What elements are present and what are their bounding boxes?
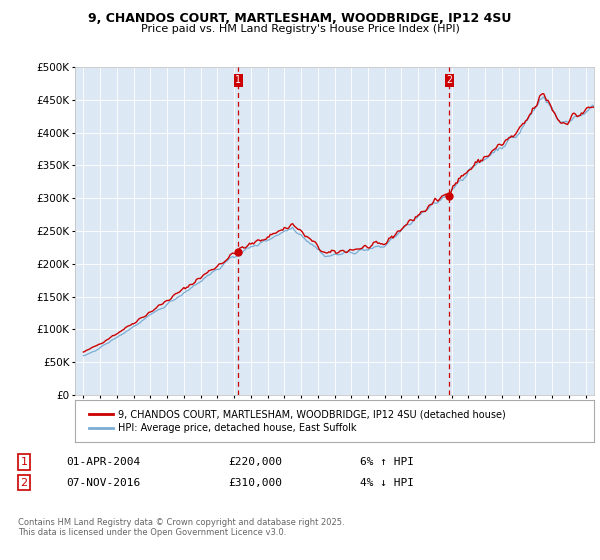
Text: 6% ↑ HPI: 6% ↑ HPI <box>360 457 414 467</box>
Text: 4% ↓ HPI: 4% ↓ HPI <box>360 478 414 488</box>
Text: 2: 2 <box>20 478 28 488</box>
Text: 07-NOV-2016: 07-NOV-2016 <box>66 478 140 488</box>
Text: 9, CHANDOS COURT, MARTLESHAM, WOODBRIDGE, IP12 4SU: 9, CHANDOS COURT, MARTLESHAM, WOODBRIDGE… <box>88 12 512 25</box>
Text: 1: 1 <box>20 457 28 467</box>
Text: £220,000: £220,000 <box>228 457 282 467</box>
Text: Contains HM Land Registry data © Crown copyright and database right 2025.
This d: Contains HM Land Registry data © Crown c… <box>18 518 344 538</box>
Text: 01-APR-2004: 01-APR-2004 <box>66 457 140 467</box>
Text: 1: 1 <box>235 76 241 85</box>
Legend: 9, CHANDOS COURT, MARTLESHAM, WOODBRIDGE, IP12 4SU (detached house), HPI: Averag: 9, CHANDOS COURT, MARTLESHAM, WOODBRIDGE… <box>85 405 510 437</box>
Text: 2: 2 <box>446 76 452 85</box>
Text: Price paid vs. HM Land Registry's House Price Index (HPI): Price paid vs. HM Land Registry's House … <box>140 24 460 34</box>
Text: £310,000: £310,000 <box>228 478 282 488</box>
